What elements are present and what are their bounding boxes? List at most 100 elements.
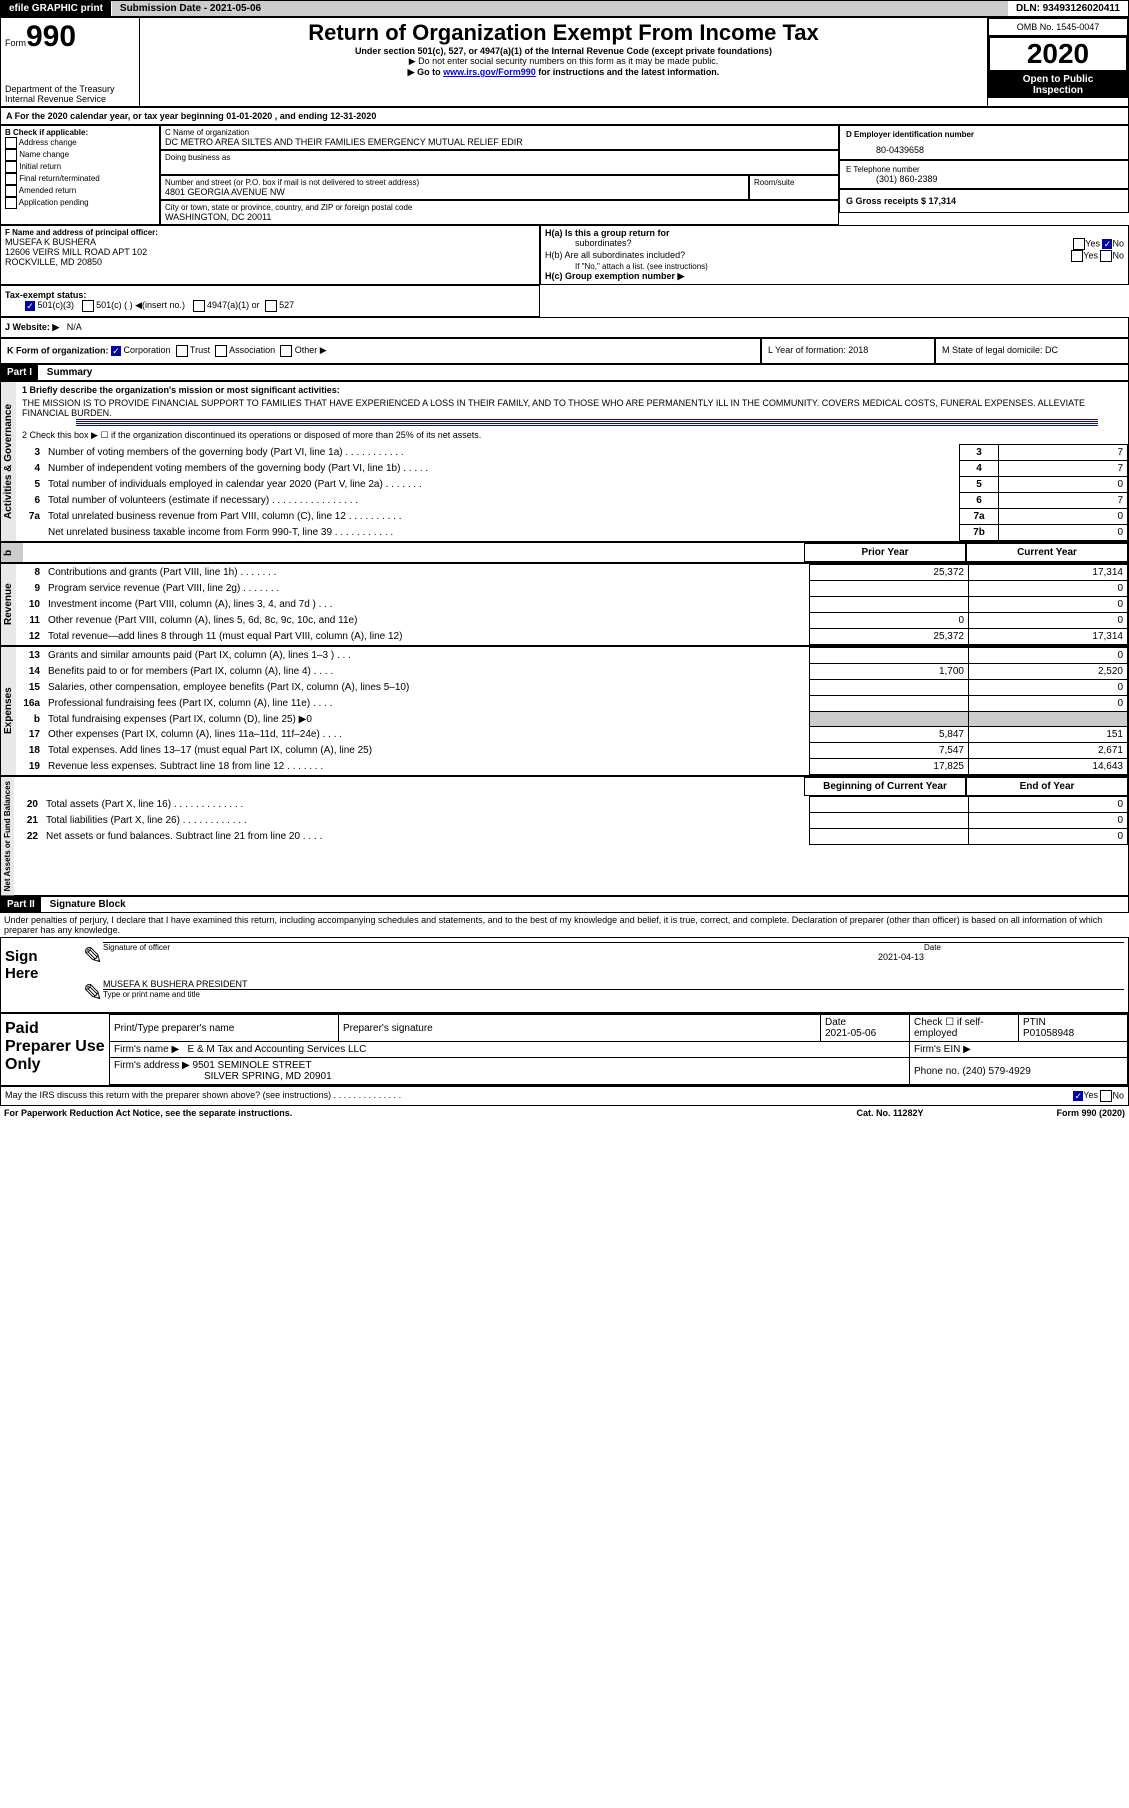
firm-name: E & M Tax and Accounting Services LLC <box>188 1044 367 1055</box>
prep-date: Date2021-05-06 <box>821 1015 910 1042</box>
pen-icon: ✎ <box>83 942 103 971</box>
k-corp[interactable]: ✓ Corporation <box>111 345 171 355</box>
begin-hdr: Beginning of Current Year <box>804 777 966 796</box>
irs: Internal Revenue Service <box>5 94 135 104</box>
side-net: Net Assets or Fund Balances <box>1 777 14 895</box>
b-name[interactable]: Name change <box>5 149 155 161</box>
form-title: Return of Organization Exempt From Incom… <box>146 20 981 46</box>
prep-name-label: Print/Type preparer's name <box>110 1015 339 1042</box>
discuss-no[interactable]: No <box>1100 1090 1124 1102</box>
i-501c[interactable]: 501(c) ( ) ◀(insert no.) <box>82 300 185 310</box>
g-receipts: G Gross receipts $ 17,314 <box>846 196 1122 206</box>
dept: Department of the Treasury <box>5 84 135 94</box>
ein: 80-0439658 <box>876 145 1122 155</box>
org-name: DC METRO AREA SILTES AND THEIR FAMILIES … <box>165 137 834 147</box>
m-state: M State of legal domicile: DC <box>935 338 1129 364</box>
e-label: E Telephone number <box>846 165 1122 174</box>
dba-label: Doing business as <box>165 153 834 162</box>
part1-title: Summary <box>41 367 93 378</box>
part2-title: Signature Block <box>44 899 126 910</box>
hc: H(c) Group exemption number ▶ <box>545 271 1124 282</box>
open-public: Open to PublicInspection <box>988 72 1128 98</box>
dln: DLN: 93493126020411 <box>1008 1 1128 16</box>
subtitle2: ▶ Do not enter social security numbers o… <box>146 56 981 67</box>
q2: 2 Check this box ▶ ☐ if the organization… <box>16 427 1128 444</box>
i-501c3[interactable]: ✓ 501(c)(3) <box>25 300 74 310</box>
hb: H(b) Are all subordinates included? <box>545 250 685 262</box>
footer-right: Form 990 (2020) <box>1056 1108 1125 1118</box>
sign-here: Sign Here <box>1 938 79 1012</box>
subtitle1: Under section 501(c), 527, or 4947(a)(1)… <box>146 46 981 56</box>
officer-addr2: ROCKVILLE, MD 20850 <box>5 257 535 267</box>
b-header: B Check if applicable: <box>5 128 155 137</box>
b-pend[interactable]: Application pending <box>5 197 155 209</box>
date-val: 2021-04-13 <box>103 952 924 962</box>
k-trust[interactable]: Trust <box>176 345 211 355</box>
tax-year: 2020 <box>988 36 1128 72</box>
telephone: (301) 860-2389 <box>876 174 1122 184</box>
part1-bar: Part I <box>1 365 38 380</box>
room-label: Room/suite <box>754 178 834 187</box>
form990-link[interactable]: www.irs.gov/Form990 <box>443 67 536 77</box>
city-label: City or town, state or province, country… <box>165 203 834 212</box>
prep-selfemp[interactable]: Check ☐ if self-employed <box>910 1015 1019 1042</box>
efile-btn[interactable]: efile GRAPHIC print <box>1 1 112 16</box>
city: WASHINGTON, DC 20011 <box>165 212 834 222</box>
website: N/A <box>67 322 82 332</box>
i-527[interactable]: 527 <box>265 300 295 310</box>
b-final[interactable]: Final return/terminated <box>5 173 155 185</box>
discuss-yes[interactable]: ✓Yes <box>1073 1090 1098 1102</box>
street: 4801 GEORGIA AVENUE NW <box>165 187 744 197</box>
sigoff-label: Signature of officer <box>103 943 924 952</box>
footer-mid: Cat. No. 11282Y <box>856 1108 1056 1118</box>
curr-hdr: Current Year <box>966 543 1128 562</box>
efile-label: efile GRAPHIC print <box>9 3 103 14</box>
subdate: Submission Date - 2021-05-06 <box>112 1 1008 16</box>
hb-note: If "No," attach a list. (see instruction… <box>575 262 1124 271</box>
side-b: b <box>1 543 23 562</box>
b-init[interactable]: Initial return <box>5 161 155 173</box>
prep-sig-label: Preparer's signature <box>339 1015 821 1042</box>
j-label: J Website: ▶ <box>5 322 59 332</box>
firm-ein: Firm's EIN ▶ <box>910 1042 1128 1058</box>
pen-icon-2: ✎ <box>83 979 103 1008</box>
b-amend[interactable]: Amended return <box>5 185 155 197</box>
firm-addr: 9501 SEMINOLE STREET <box>193 1060 312 1071</box>
i-4947[interactable]: 4947(a)(1) or <box>193 300 260 310</box>
line-a: A For the 2020 calendar year, or tax yea… <box>0 107 1129 125</box>
type-label: Type or print name and title <box>103 989 1124 999</box>
side-exp: Expenses <box>1 647 16 775</box>
k-label: K Form of organization: <box>7 345 109 355</box>
b-addr[interactable]: Address change <box>5 137 155 149</box>
date-label: Date <box>924 943 1124 952</box>
paid-preparer: Paid Preparer Use Only <box>1 1014 109 1085</box>
firm-addr2: SILVER SPRING, MD 20901 <box>204 1071 332 1082</box>
form-label: Form990 <box>5 20 135 54</box>
prep-ptin: PTINP01058948 <box>1019 1015 1128 1042</box>
omb: OMB No. 1545-0047 <box>988 18 1128 36</box>
k-assoc[interactable]: Association <box>215 345 275 355</box>
firm-label: Firm's name ▶ <box>114 1044 179 1055</box>
subtitle3: ▶ Go to www.irs.gov/Form990 for instruct… <box>146 67 981 78</box>
street-label: Number and street (or P.O. box if mail i… <box>165 178 744 187</box>
prior-hdr: Prior Year <box>804 543 966 562</box>
d-label: D Employer identification number <box>846 130 1122 139</box>
form-number: 990 <box>26 20 76 53</box>
ha-yesno[interactable]: Yes ✓No <box>1073 238 1124 250</box>
hb-yesno[interactable]: Yes No <box>1071 250 1124 262</box>
efile-header: efile GRAPHIC print Submission Date - 20… <box>0 0 1129 17</box>
officer-name: MUSEFA K BUSHERA <box>5 237 535 247</box>
ha: H(a) Is this a group return for <box>545 228 1124 238</box>
firm-phone: Phone no. (240) 579-4929 <box>910 1058 1128 1085</box>
l-year: L Year of formation: 2018 <box>761 338 935 364</box>
footer-left: For Paperwork Reduction Act Notice, see … <box>4 1108 856 1118</box>
c-label: C Name of organization <box>165 128 834 137</box>
discuss: May the IRS discuss this return with the… <box>5 1090 1073 1102</box>
k-other[interactable]: Other ▶ <box>280 345 326 355</box>
mission: THE MISSION IS TO PROVIDE FINANCIAL SUPP… <box>16 398 1128 418</box>
ha2: subordinates? <box>575 238 632 250</box>
officer-addr1: 12606 VEIRS MILL ROAD APT 102 <box>5 247 535 257</box>
end-hdr: End of Year <box>966 777 1128 796</box>
firm-addr-label: Firm's address ▶ <box>114 1060 190 1071</box>
declaration: Under penalties of perjury, I declare th… <box>0 913 1129 937</box>
